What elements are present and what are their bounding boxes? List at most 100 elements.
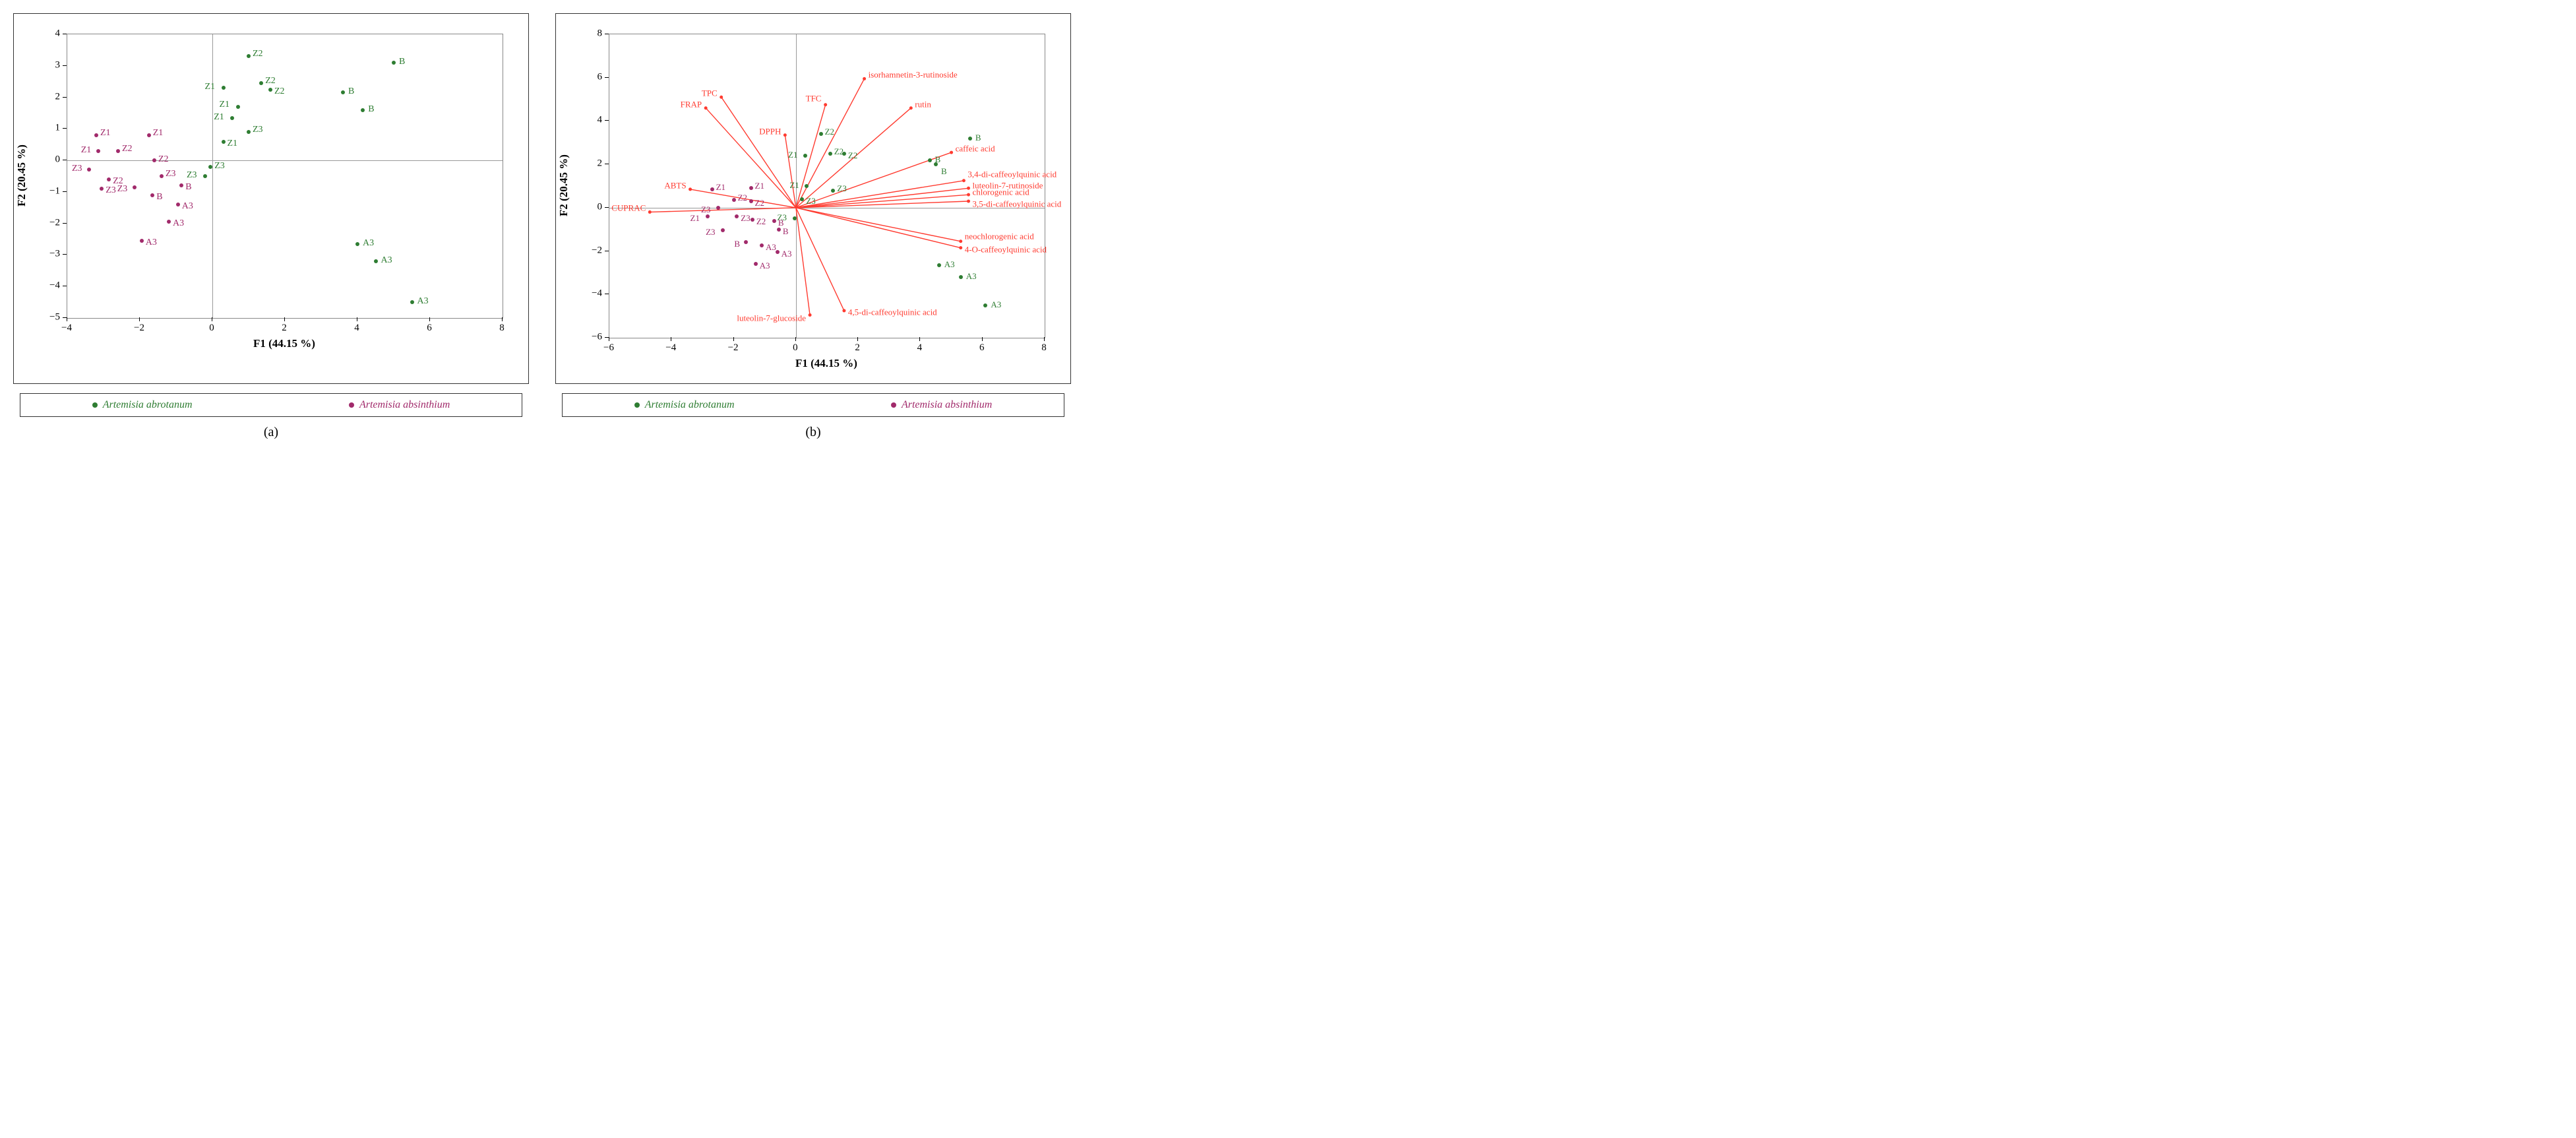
data-point <box>716 206 720 210</box>
x-tick-label: −4 <box>665 342 676 354</box>
point-label: B <box>975 133 981 142</box>
x-tick-label: 4 <box>917 342 923 354</box>
point-label: Z3 <box>701 205 710 214</box>
point-label: Z1 <box>755 181 764 190</box>
loading-label: TFC <box>806 94 822 102</box>
data-point <box>247 130 251 134</box>
point-label: A3 <box>782 249 792 258</box>
point-label: Z3 <box>214 162 225 171</box>
point-label: A3 <box>760 261 770 270</box>
point-label: Z3 <box>741 214 750 222</box>
data-point <box>222 140 226 144</box>
loading-label: 3,5-di-caffeoylquinic acid <box>973 200 1062 208</box>
data-point <box>160 174 164 178</box>
point-label: A3 <box>146 238 157 247</box>
data-point <box>236 105 240 109</box>
loading-label: TPC <box>702 89 718 98</box>
data-point <box>355 242 359 246</box>
loading-label: CUPRAC <box>611 204 646 212</box>
data-point <box>341 90 345 94</box>
data-point <box>208 165 212 169</box>
point-label: Z3 <box>253 125 263 135</box>
x-tick <box>919 337 920 341</box>
point-label: Z1 <box>153 129 164 138</box>
point-label: A3 <box>944 260 955 269</box>
loading-label: caffeic acid <box>956 144 995 153</box>
y-tick-label: −2 <box>49 217 60 228</box>
data-point <box>800 197 804 201</box>
x-tick-label: −4 <box>61 323 72 334</box>
y-axis-title: F2 (20.45 %) <box>15 144 28 206</box>
x-tick-label: −2 <box>134 323 144 334</box>
y-tick-label: −2 <box>592 245 602 256</box>
x-tick <box>139 317 140 321</box>
chart-frame-a: Z1Z1Z1Z3Z2Z2Z2Z1Z3Z3BBBA3A3A3Z1Z1Z2Z1Z2Z… <box>13 13 529 384</box>
legend-dot <box>634 402 640 408</box>
data-point <box>819 132 823 136</box>
point-label: Z3 <box>806 197 815 205</box>
data-point <box>374 259 378 263</box>
loading-label: ABTS <box>664 181 686 189</box>
y-axis-title: F2 (20.45 %) <box>557 154 570 216</box>
data-point <box>268 88 272 92</box>
point-label: Z1 <box>214 113 224 122</box>
data-point <box>710 187 714 191</box>
x-tick <box>429 317 430 321</box>
x-tick-label: 6 <box>427 323 432 334</box>
y-tick-label: 0 <box>598 201 603 212</box>
data-point <box>983 303 987 307</box>
point-label: Z2 <box>253 49 263 59</box>
x-tick-label: −2 <box>728 342 739 354</box>
data-point <box>133 185 137 189</box>
x-axis-title: F1 (44.15 %) <box>253 337 315 350</box>
data-point <box>749 186 753 190</box>
y-tick-label: 4 <box>598 115 603 126</box>
point-label: B <box>734 239 740 248</box>
x-tick-label: 0 <box>209 323 214 334</box>
x-tick <box>502 317 503 321</box>
legend-label: Artemisia abrotanum <box>103 399 193 411</box>
point-label: Z2 <box>825 127 834 136</box>
point-label: Z2 <box>756 217 766 226</box>
point-label: Z1 <box>205 82 216 92</box>
y-tick-label: −1 <box>49 185 60 197</box>
x-tick <box>857 337 858 341</box>
loading-label: DPPH <box>759 127 781 135</box>
point-label: Z1 <box>220 100 230 110</box>
data-point <box>107 177 111 181</box>
data-point <box>928 158 932 162</box>
data-point <box>147 133 151 137</box>
x-tick <box>733 337 734 341</box>
data-point <box>732 198 736 202</box>
chart-frame-b: TPCFRAPDPPHTFCisorhamnetin-3-rutinosider… <box>555 13 1071 384</box>
data-point <box>392 61 396 65</box>
point-label: A3 <box>173 219 184 228</box>
data-point <box>361 108 365 112</box>
y-tick-label: −6 <box>592 332 602 343</box>
point-label: A3 <box>966 272 977 280</box>
y-tick-label: 2 <box>598 158 603 170</box>
point-label: B <box>399 57 405 67</box>
legend-item: Artemisia absinthium <box>349 399 450 411</box>
point-label: Z1 <box>81 146 92 155</box>
x-tick-label: 8 <box>1041 342 1047 354</box>
panel-b: TPCFRAPDPPHTFCisorhamnetin-3-rutinosider… <box>555 13 1071 440</box>
data-point <box>203 174 207 178</box>
loading-label: 3,4-di-caffeoylquinic acid <box>967 170 1057 178</box>
data-point <box>87 168 91 172</box>
y-tick <box>63 128 67 129</box>
data-point <box>230 116 234 120</box>
y-tick <box>63 191 67 192</box>
point-label: Z2 <box>158 155 169 164</box>
point-label: Z1 <box>100 129 111 138</box>
data-point <box>259 81 263 85</box>
point-label: Z2 <box>755 199 764 207</box>
point-label: Z3 <box>706 228 715 236</box>
data-point <box>968 137 972 141</box>
data-point <box>410 300 414 304</box>
data-point <box>777 228 781 232</box>
legend-label: Artemisia abrotanum <box>645 399 735 411</box>
x-tick <box>795 337 796 341</box>
plot-area: TPCFRAPDPPHTFCisorhamnetin-3-rutinosider… <box>609 34 1045 338</box>
legend-item: Artemisia abrotanum <box>634 399 735 411</box>
